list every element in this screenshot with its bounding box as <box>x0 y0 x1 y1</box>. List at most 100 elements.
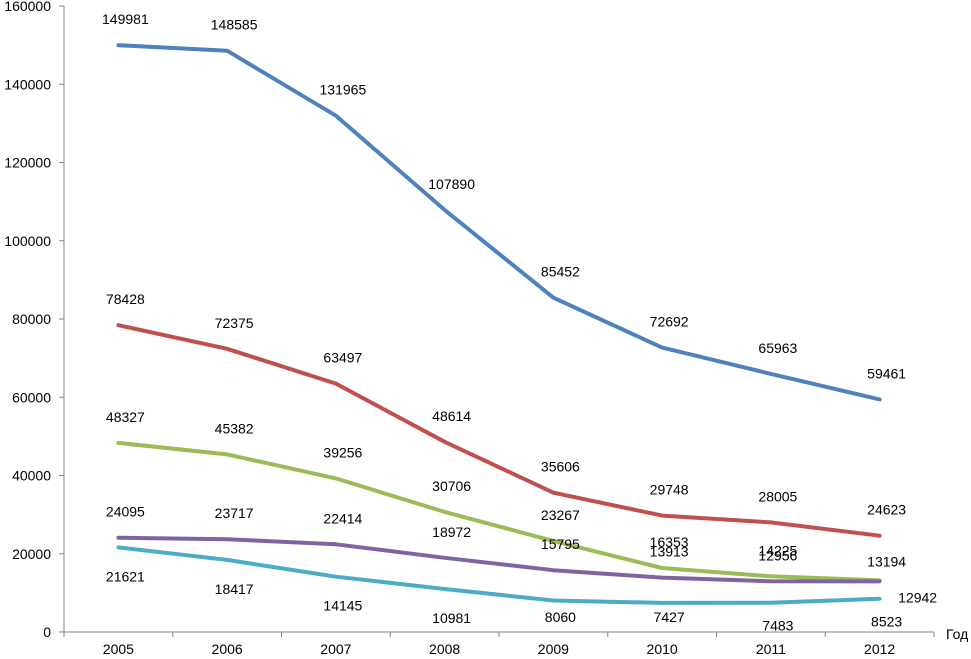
data-point <box>117 324 119 326</box>
data-label: 72375 <box>215 315 254 331</box>
data-label: 85452 <box>541 264 580 280</box>
data-labels: 149981 148585 131965 107890 85452 72692 65963 5… <box>102 11 937 634</box>
data-point <box>552 540 554 542</box>
data-point <box>335 477 337 479</box>
data-point <box>770 521 772 523</box>
data-label: 18972 <box>432 524 471 540</box>
series-line-3 <box>116 440 882 583</box>
data-label: 72692 <box>650 314 689 330</box>
data-point <box>335 383 337 385</box>
data-label: 12942 <box>898 589 937 605</box>
data-label: 13913 <box>650 544 689 560</box>
x-axis: 2005 2006 2007 2008 2009 2010 2011 2012 <box>63 631 935 657</box>
data-point <box>117 44 119 46</box>
data-label: 16353 <box>650 534 689 550</box>
y-axis: 0 20000 40000 60000 80000 100000 120000 140000 1… <box>4 0 65 640</box>
series-lines <box>116 43 882 605</box>
data-point <box>226 538 228 540</box>
y-tick-label: 0 <box>43 624 51 640</box>
data-label: 23267 <box>541 507 580 523</box>
data-point <box>770 602 772 604</box>
x-tick-label: 2009 <box>538 641 569 657</box>
data-label: 131965 <box>320 82 367 98</box>
data-point <box>661 602 663 604</box>
data-point <box>226 559 228 561</box>
data-point <box>335 576 337 578</box>
series-line-1 <box>116 43 882 402</box>
data-point <box>552 599 554 601</box>
data-point <box>879 535 881 537</box>
data-label: 148585 <box>211 17 258 33</box>
data-point <box>770 373 772 375</box>
data-label: 14145 <box>323 598 362 614</box>
data-label: 63497 <box>323 350 362 366</box>
y-tick-label: 160000 <box>4 0 51 14</box>
data-point <box>335 543 337 545</box>
data-label: 48327 <box>106 409 145 425</box>
data-label: 24623 <box>867 502 906 518</box>
y-tick-label: 100000 <box>4 233 51 249</box>
data-label: 8523 <box>871 614 902 630</box>
data-point <box>444 588 446 590</box>
data-label: 48614 <box>432 408 471 424</box>
series-line-2 <box>116 323 882 538</box>
data-label: 13194 <box>867 553 906 569</box>
x-tick-label: 2006 <box>212 641 243 657</box>
data-label: 18417 <box>215 581 254 597</box>
data-point <box>879 398 881 400</box>
data-point <box>117 442 119 444</box>
data-point <box>552 569 554 571</box>
x-tick-label: 2008 <box>429 641 460 657</box>
x-tick-label: 2010 <box>647 641 678 657</box>
x-tick-label: 2012 <box>864 641 895 657</box>
data-label: 29748 <box>650 482 689 498</box>
data-point <box>770 580 772 582</box>
data-label: 149981 <box>102 11 149 27</box>
data-label: 21621 <box>106 568 145 584</box>
data-label: 59461 <box>867 365 906 381</box>
y-tick-label: 60000 <box>12 389 51 405</box>
data-label: 15795 <box>541 536 580 552</box>
data-point <box>117 537 119 539</box>
data-point <box>444 511 446 513</box>
y-tick-label: 140000 <box>4 76 51 92</box>
y-tick-label: 80000 <box>12 311 51 327</box>
y-tick-label: 20000 <box>12 546 51 562</box>
data-point <box>661 567 663 569</box>
data-label: 24095 <box>106 504 145 520</box>
data-point <box>552 492 554 494</box>
data-label: 14225 <box>758 542 797 558</box>
data-label: 78428 <box>106 291 145 307</box>
data-label: 22414 <box>323 510 362 526</box>
data-label: 8060 <box>545 609 576 625</box>
data-point <box>552 297 554 299</box>
data-label: 107890 <box>428 176 475 192</box>
data-point <box>661 347 663 349</box>
y-tick-label: 120000 <box>4 155 51 171</box>
data-label: 7427 <box>654 609 685 625</box>
data-label: 7483 <box>762 618 793 634</box>
y-tick-label: 40000 <box>12 468 51 484</box>
x-tick-label: 2011 <box>756 641 786 657</box>
data-point <box>226 453 228 455</box>
series-line-4 <box>116 535 882 584</box>
data-point <box>444 441 446 443</box>
data-point <box>879 580 881 582</box>
data-point <box>226 348 228 350</box>
data-label: 45382 <box>215 420 254 436</box>
data-label: 30706 <box>432 478 471 494</box>
data-label: 23717 <box>215 505 254 521</box>
data-label: 65963 <box>758 340 797 356</box>
data-point <box>226 50 228 52</box>
x-axis-label: Год <box>946 626 968 642</box>
data-point <box>879 598 881 600</box>
data-label: 28005 <box>758 488 797 504</box>
data-point <box>444 557 446 559</box>
data-label: 12956 <box>758 547 797 563</box>
series-line-5 <box>116 545 882 605</box>
x-tick-label: 2005 <box>103 641 134 657</box>
x-tick-label: 2007 <box>320 641 351 657</box>
data-point <box>661 515 663 517</box>
data-label: 10981 <box>432 610 471 626</box>
